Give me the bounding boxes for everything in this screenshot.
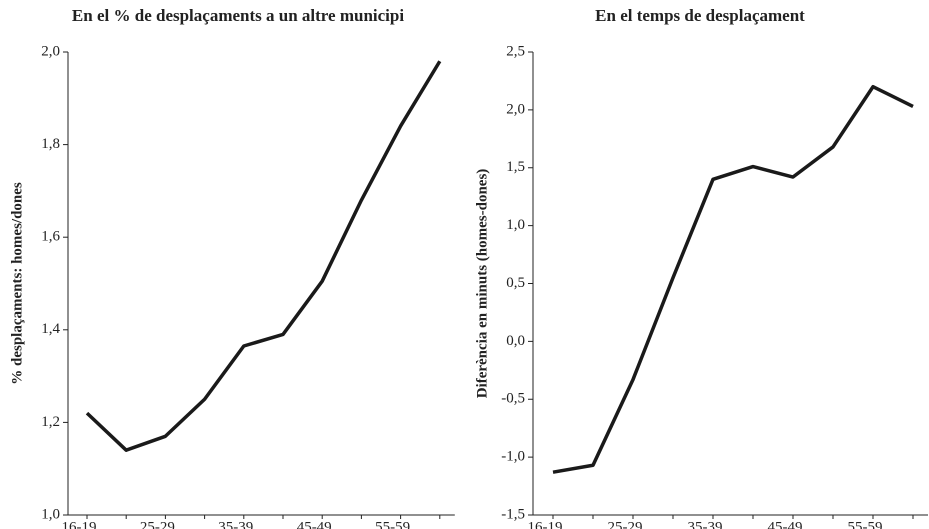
line-series — [552, 84, 914, 474]
y-axis-label: % desplaçaments: homes/dones — [9, 182, 25, 385]
y-tick-label: 2,5 — [506, 43, 525, 59]
y-tick-label: 1,4 — [41, 321, 60, 337]
x-tick-label: 55-59 — [848, 519, 883, 529]
y-tick-label: -1,0 — [501, 449, 525, 465]
x-tick-label: 25-29 — [140, 519, 175, 529]
y-tick-label: -0,5 — [501, 391, 525, 407]
y-tick-label: 1,0 — [41, 506, 60, 522]
y-tick-label: 1,5 — [506, 159, 525, 175]
x-tick-label: 35-39 — [688, 519, 723, 529]
y-tick-label: 2,0 — [41, 43, 60, 59]
chart-title: En el temps de desplaçament — [595, 6, 805, 25]
chart-title: En el % de desplaçaments a un altre muni… — [72, 6, 404, 25]
y-tick-label: 1,8 — [41, 136, 60, 152]
y-tick-label: 2,0 — [506, 101, 525, 117]
y-tick-label: 1,0 — [506, 217, 525, 233]
x-tick-label: 45-49 — [297, 519, 332, 529]
x-tick-label: 55-59 — [375, 519, 410, 529]
line-series — [85, 60, 442, 452]
y-tick-label: 1,2 — [41, 414, 60, 430]
x-tick-label: 35-39 — [218, 519, 253, 529]
x-tick-label: 25-29 — [608, 519, 643, 529]
y-tick-label: 1,6 — [41, 229, 60, 245]
y-tick-label: 0,5 — [506, 275, 525, 291]
x-tick-label: 16-19 — [62, 519, 97, 529]
x-tick-label: 45-49 — [768, 519, 803, 529]
x-tick-label: 16-19 — [528, 519, 563, 529]
y-tick-label: 0,0 — [506, 333, 525, 349]
y-tick-label: -1,5 — [501, 506, 525, 522]
y-axis-label: Diferència en minuts (homes-dones) — [474, 169, 490, 399]
